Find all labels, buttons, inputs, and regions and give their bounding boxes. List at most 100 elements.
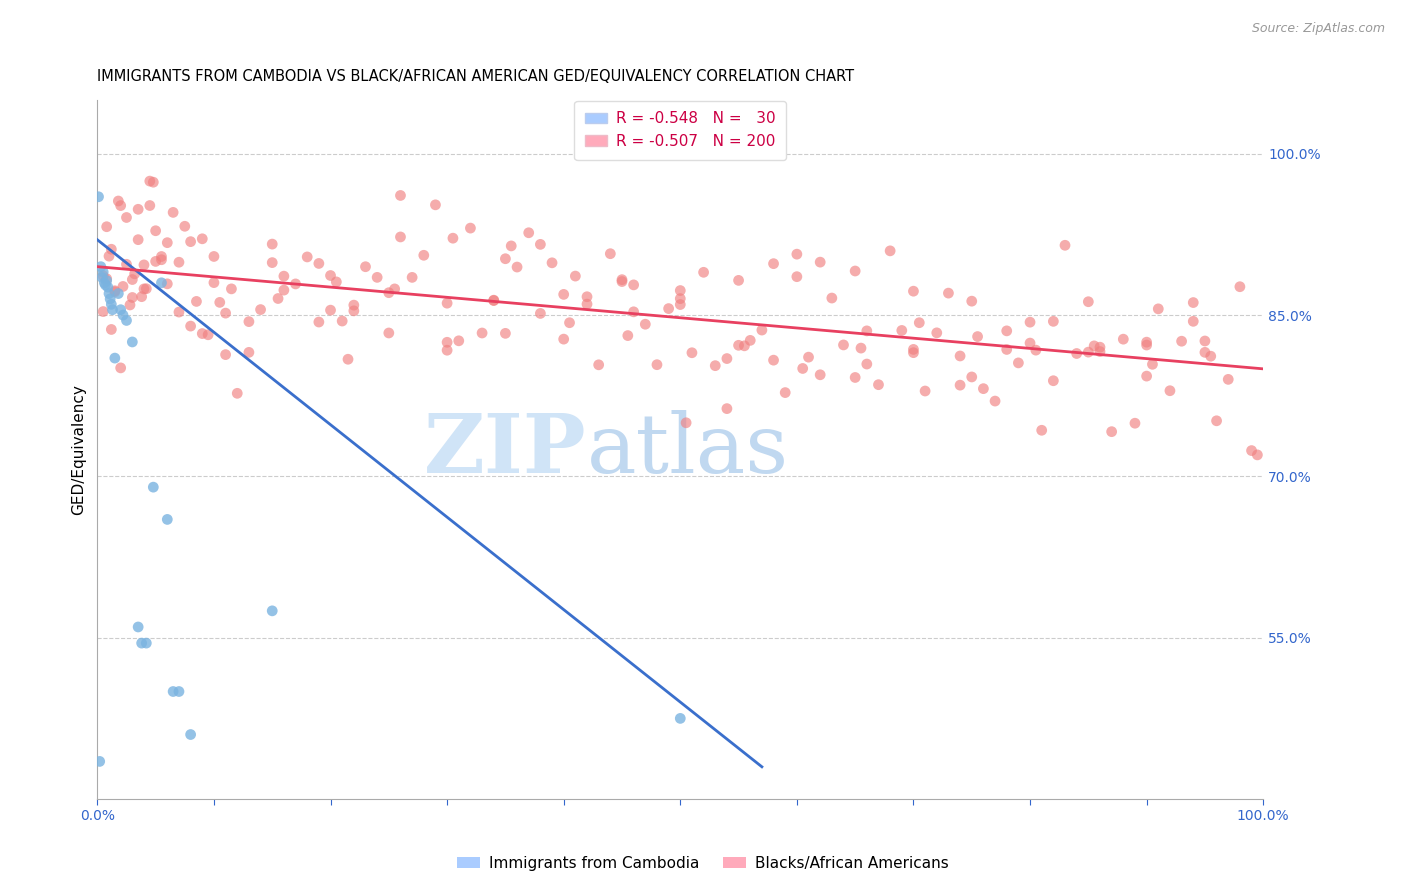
Point [354, 260, 377, 274]
Point [91, 268, 114, 283]
Point [191, 326, 214, 341]
Point [150, 250, 173, 264]
Point [221, 282, 243, 296]
Point [104, 284, 127, 298]
Point [180, 727, 202, 741]
Point [162, 684, 184, 698]
Point [1246, 448, 1268, 462]
Point [150, 276, 173, 290]
Point [1240, 443, 1263, 458]
Point [118, 298, 141, 312]
Point [98, 249, 121, 263]
Point [949, 349, 972, 363]
Point [908, 316, 931, 330]
Point [1182, 314, 1205, 328]
Point [716, 401, 738, 416]
Point [308, 256, 330, 270]
Point [110, 302, 132, 317]
Point [903, 345, 925, 359]
Point [506, 260, 529, 274]
Point [501, 239, 523, 253]
Point [1136, 335, 1159, 350]
Point [1088, 344, 1111, 359]
Point [692, 265, 714, 279]
Point [226, 386, 249, 401]
Point [727, 273, 749, 287]
Point [1123, 416, 1146, 430]
Point [101, 302, 124, 317]
Point [401, 270, 423, 285]
Point [142, 175, 165, 189]
Point [645, 358, 668, 372]
Point [576, 297, 599, 311]
Point [127, 620, 149, 634]
Point [517, 226, 540, 240]
Point [104, 285, 127, 299]
Point [773, 385, 796, 400]
Point [914, 384, 936, 398]
Point [1083, 339, 1105, 353]
Point [131, 290, 153, 304]
Point [903, 284, 925, 298]
Point [658, 301, 681, 316]
Point [150, 252, 173, 267]
Point [156, 235, 179, 250]
Point [180, 319, 202, 334]
Point [856, 324, 879, 338]
Point [436, 296, 458, 310]
Point [202, 250, 225, 264]
Point [145, 254, 167, 268]
Point [704, 359, 727, 373]
Point [984, 394, 1007, 409]
Legend: R = -0.548   N =   30, R = -0.507   N = 200: R = -0.548 N = 30, R = -0.507 N = 200 [575, 101, 786, 160]
Point [132, 258, 155, 272]
Point [343, 298, 366, 312]
Point [87, 190, 110, 204]
Legend: Immigrants from Cambodia, Blacks/African Americans: Immigrants from Cambodia, Blacks/African… [451, 850, 955, 877]
Point [1053, 238, 1076, 252]
Point [389, 188, 412, 202]
Point [1136, 369, 1159, 384]
Point [576, 290, 599, 304]
Point [972, 382, 994, 396]
Point [295, 250, 318, 264]
Point [995, 324, 1018, 338]
Point [91, 304, 114, 318]
Point [267, 292, 290, 306]
Point [167, 255, 190, 269]
Point [960, 370, 983, 384]
Point [96, 274, 118, 288]
Point [96, 272, 118, 286]
Point [115, 257, 138, 271]
Point [100, 242, 122, 256]
Point [262, 255, 284, 269]
Point [808, 255, 831, 269]
Point [1042, 374, 1064, 388]
Y-axis label: GED/Equivalency: GED/Equivalency [72, 384, 86, 515]
Point [564, 269, 586, 284]
Point [124, 267, 146, 281]
Point [91, 270, 114, 285]
Point [366, 270, 388, 285]
Point [460, 221, 482, 235]
Point [751, 323, 773, 337]
Point [208, 295, 231, 310]
Point [482, 293, 505, 308]
Point [890, 323, 912, 337]
Text: ZIP: ZIP [425, 409, 588, 490]
Point [93, 276, 115, 290]
Point [167, 305, 190, 319]
Point [135, 636, 157, 650]
Point [960, 294, 983, 309]
Point [94, 277, 117, 292]
Point [529, 306, 551, 320]
Point [558, 316, 581, 330]
Text: atlas: atlas [588, 409, 789, 490]
Point [145, 224, 167, 238]
Point [1205, 414, 1227, 428]
Point [669, 284, 692, 298]
Point [762, 257, 785, 271]
Point [856, 357, 879, 371]
Point [214, 306, 236, 320]
Point [436, 343, 458, 358]
